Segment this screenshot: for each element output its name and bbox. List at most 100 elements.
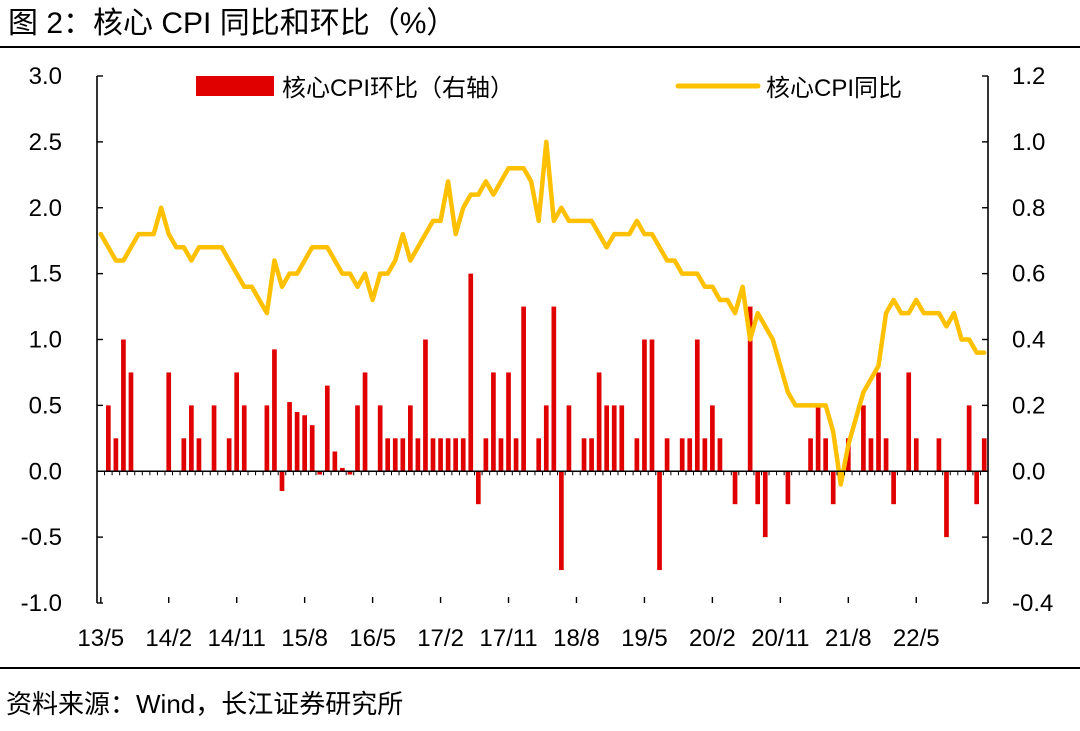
bar-mom	[272, 349, 277, 472]
bar-series-mom	[105, 273, 987, 571]
left-tick-label: 0.5	[29, 392, 62, 419]
figure-title: 图 2：核心 CPI 同比和环比（%）	[8, 7, 457, 40]
bar-mom	[483, 438, 489, 472]
bar-mom	[121, 339, 126, 472]
bar-mom	[438, 438, 443, 472]
bar-mom	[340, 467, 345, 472]
bar-mom	[211, 405, 217, 472]
bar-mom	[430, 438, 436, 472]
x-tick-label: 18/8	[553, 625, 600, 652]
x-tick-label: 20/2	[689, 625, 736, 652]
bar-mom	[717, 438, 723, 472]
bar-mom	[128, 372, 134, 472]
bar-mom	[317, 471, 323, 475]
right-tick-label: 0.8	[1012, 195, 1045, 222]
bar-mom	[189, 405, 194, 472]
bar-mom	[589, 438, 594, 472]
bar-mom	[408, 405, 413, 472]
right-tick-label: 1.2	[1012, 63, 1045, 90]
bar-mom	[906, 372, 912, 472]
bar-mom	[460, 438, 466, 472]
bar-mom	[679, 438, 685, 472]
bar-mom	[830, 471, 836, 505]
bar-mom	[747, 306, 753, 472]
bar-mom	[551, 306, 557, 472]
bar-mom	[936, 438, 942, 472]
bar-mom	[913, 438, 919, 472]
bar-mom	[309, 425, 315, 472]
x-tick-label: 19/5	[621, 625, 668, 652]
bar-mom	[181, 438, 187, 472]
right-tick-label: 0.2	[1012, 392, 1045, 419]
left-tick-label: -1.0	[21, 590, 62, 617]
x-tick-label: 17/11	[479, 625, 537, 652]
bar-mom	[883, 438, 889, 472]
bar-mom	[506, 372, 511, 472]
bar-mom	[808, 438, 813, 472]
bar-mom	[264, 405, 270, 472]
bar-mom	[732, 471, 738, 505]
bar-mom	[400, 438, 406, 472]
bar-mom	[234, 372, 240, 472]
bar-mom	[642, 339, 647, 472]
bar-mom	[611, 405, 617, 472]
left-tick-label: 1.5	[29, 261, 62, 288]
bar-mom	[347, 471, 353, 475]
line-yoy	[98, 139, 987, 487]
bar-mom	[196, 438, 202, 472]
x-tick-label: 13/5	[77, 625, 124, 652]
bar-mom	[559, 471, 564, 571]
bar-mom	[392, 438, 398, 472]
left-tick-label: 1.0	[29, 327, 62, 354]
bar-mom	[596, 372, 602, 472]
bar-mom	[385, 438, 391, 472]
line-series-yoy-layer	[98, 139, 987, 487]
bar-mom	[355, 405, 360, 472]
bar-mom	[823, 438, 828, 472]
x-tick-label: 20/11	[751, 625, 809, 652]
x-tick-label: 14/11	[208, 625, 266, 652]
x-tick-label: 21/8	[825, 625, 872, 652]
bar-mom	[166, 372, 172, 472]
bar-mom	[604, 405, 610, 472]
bar-mom	[521, 306, 526, 472]
axes: -1.0 -0.5 0.0 0.5 1.0 1.5 2.0 2.5 3.0 -0.4 -0.2 0.0…	[21, 63, 1054, 652]
bar-mom	[445, 438, 451, 472]
bar-mom	[876, 372, 881, 472]
bar-mom	[710, 405, 715, 472]
left-tick-label: 3.0	[29, 63, 62, 90]
bar-mom	[785, 471, 791, 505]
legend-label-bar: 核心CPI环比（右轴）	[282, 75, 514, 102]
bar-mom	[868, 438, 874, 472]
right-tick-label: 1.0	[1012, 129, 1045, 156]
bar-mom	[241, 405, 247, 472]
bar-mom	[755, 471, 761, 505]
legend-swatch-bar	[196, 76, 274, 96]
bar-mom	[649, 339, 655, 472]
bar-mom	[279, 471, 285, 492]
left-tick-label: 2.5	[29, 129, 62, 156]
right-tick-label: 0.6	[1012, 261, 1045, 288]
bar-mom	[302, 415, 307, 472]
bar-mom	[966, 405, 972, 472]
bar-mom	[491, 372, 496, 472]
bar-mom	[861, 405, 866, 472]
bar-mom	[453, 438, 458, 472]
bar-mom	[294, 411, 300, 472]
bar-mom	[423, 339, 428, 472]
bar-mom	[702, 438, 708, 472]
right-tick-label: -0.4	[1012, 590, 1053, 617]
bar-mom	[113, 438, 119, 472]
left-tick-label: 2.0	[29, 195, 62, 222]
bar-mom	[543, 405, 549, 472]
bar-mom	[981, 438, 987, 472]
x-tick-label: 16/5	[349, 625, 396, 652]
right-tick-label: 0.4	[1012, 327, 1045, 354]
bar-mom	[944, 471, 949, 538]
bar-mom	[536, 438, 542, 472]
bar-mom	[694, 339, 700, 472]
bar-mom	[815, 405, 821, 472]
bar-mom	[513, 438, 519, 472]
right-tick-label: 0.0	[1012, 458, 1045, 485]
